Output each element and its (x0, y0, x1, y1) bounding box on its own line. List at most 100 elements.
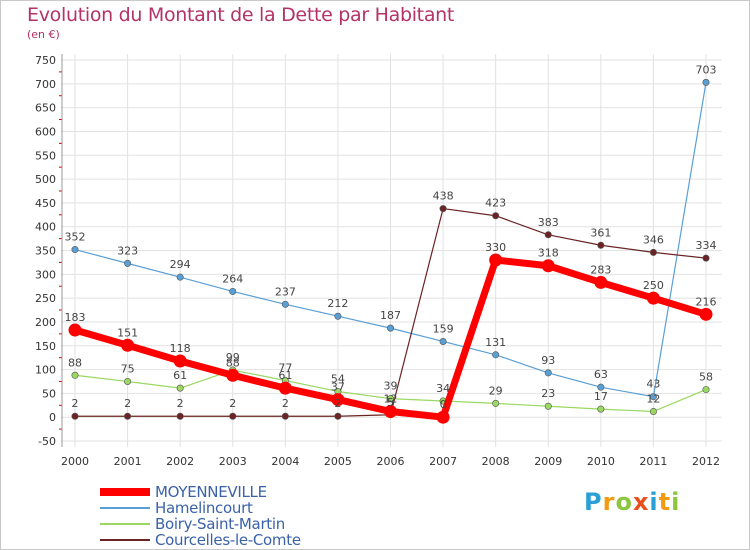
data-label: 294 (170, 258, 191, 271)
data-label: 383 (538, 216, 559, 229)
x-tick-label: 2004 (271, 455, 299, 468)
y-tick-label: 750 (35, 54, 56, 67)
legend-label: MOYENNEVILLE (155, 483, 267, 501)
data-point (541, 259, 555, 273)
proxiti-logo: Proxiti (584, 488, 680, 516)
data-point (229, 412, 237, 420)
data-label: 250 (643, 279, 664, 292)
y-tick-label: 400 (35, 221, 56, 234)
data-point (281, 412, 289, 420)
chart-subtitle: (en €) (27, 28, 60, 41)
data-label: 438 (433, 190, 454, 203)
legend-label: Boiry-Saint-Martin (155, 515, 285, 533)
data-label: 61 (278, 369, 292, 382)
data-point (124, 259, 132, 267)
data-point (176, 384, 184, 392)
logo-letter: P (584, 488, 603, 516)
data-label: 63 (594, 368, 608, 381)
logo-letter: i (649, 488, 659, 516)
data-point (489, 253, 503, 267)
data-label: 2 (229, 397, 236, 410)
legend-swatch (100, 507, 150, 509)
y-tick-label: -50 (38, 435, 56, 448)
data-label: 237 (275, 285, 296, 298)
data-point (544, 369, 552, 377)
data-label: 323 (117, 244, 138, 257)
data-label: 334 (696, 239, 717, 252)
data-label: 0 (440, 398, 447, 411)
data-label: 93 (541, 354, 555, 367)
data-point (439, 205, 447, 213)
data-point (492, 351, 500, 359)
data-point (124, 412, 132, 420)
y-tick-label: 100 (35, 364, 56, 377)
data-point (229, 287, 237, 295)
data-point (649, 248, 657, 256)
data-point (281, 300, 289, 308)
x-tick-label: 2001 (114, 455, 142, 468)
data-point (124, 377, 132, 385)
x-tick-label: 2007 (429, 455, 457, 468)
x-tick-label: 2005 (324, 455, 352, 468)
data-point (176, 412, 184, 420)
data-point (278, 381, 292, 395)
x-tick-label: 2008 (482, 455, 510, 468)
data-label: 346 (643, 233, 664, 246)
data-label: 61 (173, 369, 187, 382)
data-point (121, 338, 135, 352)
data-point (173, 354, 187, 368)
y-tick-label: 600 (35, 125, 56, 138)
data-label: 2 (124, 397, 131, 410)
data-point (699, 307, 713, 321)
legend-swatch (100, 539, 150, 541)
chart-title: Evolution du Montant de la Dette par Hab… (27, 4, 455, 26)
y-tick-label: 200 (35, 316, 56, 329)
data-point (594, 275, 608, 289)
data-label: 88 (68, 356, 82, 369)
data-label: 39 (384, 380, 398, 393)
y-tick-label: 450 (35, 197, 56, 210)
y-tick-label: 250 (35, 292, 56, 305)
data-label: 283 (590, 263, 611, 276)
y-tick-label: 50 (42, 387, 56, 400)
data-point (331, 393, 345, 407)
data-label: 37 (331, 381, 345, 394)
data-point (334, 412, 342, 420)
x-tick-label: 2000 (61, 455, 89, 468)
data-point (439, 337, 447, 345)
data-point (68, 323, 82, 337)
x-tick-label: 2006 (377, 455, 405, 468)
data-point (597, 405, 605, 413)
data-label: 2 (334, 397, 341, 410)
y-tick-label: 150 (35, 340, 56, 353)
data-point (386, 395, 394, 403)
data-label: 212 (327, 297, 348, 310)
data-label: 99 (226, 351, 240, 364)
data-label: 54 (331, 372, 345, 385)
data-label: 183 (65, 311, 86, 324)
data-label: 187 (380, 309, 401, 322)
y-tick-label: 500 (35, 173, 56, 186)
logo-letter: o (615, 488, 633, 516)
data-label: 2 (282, 397, 289, 410)
data-point (597, 383, 605, 391)
data-label: 43 (646, 378, 660, 391)
data-point (384, 404, 397, 418)
data-point (176, 273, 184, 281)
x-tick-label: 2012 (692, 455, 720, 468)
data-label: 423 (485, 197, 506, 210)
y-tick-label: 650 (35, 102, 56, 115)
logo-letter: x (632, 488, 650, 516)
data-label: 29 (489, 384, 503, 397)
legend-swatch (100, 523, 150, 525)
data-label: 34 (436, 382, 450, 395)
data-label: 77 (278, 362, 292, 375)
data-point (386, 324, 394, 332)
data-point (492, 399, 500, 407)
data-label: 151 (117, 326, 138, 339)
data-point (702, 78, 710, 86)
data-label: 131 (485, 336, 506, 349)
y-tick-label: 350 (35, 245, 56, 258)
